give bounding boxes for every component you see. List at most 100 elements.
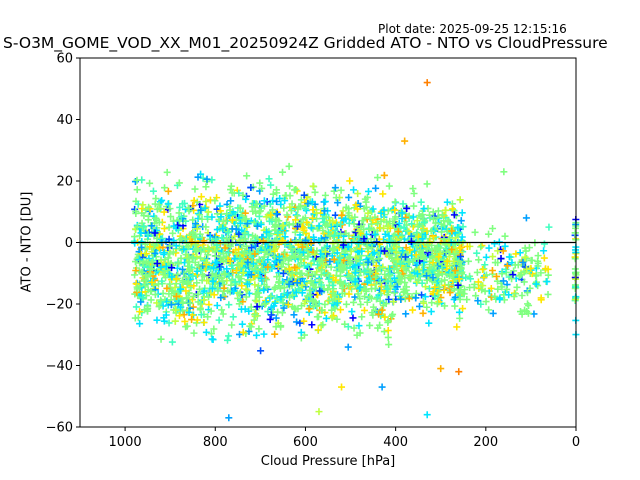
data-point [279,222,287,230]
data-point [228,321,236,329]
data-point [488,266,496,274]
data-point [148,278,156,286]
data-point [338,284,346,292]
data-point [385,341,393,349]
data-point [328,306,336,314]
data-point [260,330,268,338]
data-point [329,246,337,254]
data-point [169,229,177,237]
data-point [524,289,532,297]
data-point [301,214,309,222]
data-point [330,256,338,264]
data-point [528,270,536,278]
data-point [344,323,352,331]
data-point [341,262,349,270]
data-point [310,302,317,310]
y-axis-label: ATO - NTO [DU] [19,191,35,293]
data-point [455,368,463,376]
data-point [420,254,428,262]
data-point [315,222,323,230]
data-point [491,259,499,267]
data-point [247,244,255,252]
data-point [571,255,579,263]
data-point [365,225,373,233]
y-tick-label: −40 [46,359,73,374]
data-point [138,243,146,251]
data-point [333,315,341,323]
data-point [385,182,393,190]
data-point [462,274,470,282]
data-point [285,280,293,288]
data-point [286,203,294,211]
data-point [265,232,273,240]
data-point [176,285,184,293]
data-point [489,224,497,232]
data-point [389,257,397,265]
data-point [225,414,233,422]
data-point [544,265,552,273]
data-point [466,284,474,292]
data-point [415,212,423,220]
data-point [318,257,326,265]
data-point [304,200,312,208]
data-point [289,220,297,228]
data-point [309,214,317,222]
data-point [139,201,147,209]
data-point [503,262,511,270]
data-point [398,232,406,240]
data-point [298,281,306,289]
data-point [406,275,414,283]
data-point [457,264,465,272]
data-point [491,240,499,248]
data-point [311,250,319,258]
data-point [407,237,415,245]
data-point [228,216,236,224]
data-point [196,254,204,262]
data-point [451,293,459,301]
data-point [274,308,282,316]
data-point [251,311,259,319]
data-point [394,228,402,236]
data-point [243,172,251,180]
data-point [144,216,152,224]
data-point [228,189,236,197]
data-point [420,215,428,223]
data-point [524,309,532,317]
data-point [267,211,275,219]
data-point [308,198,316,206]
data-point [165,223,173,231]
data-point [197,206,205,214]
data-point [358,313,366,321]
data-point [139,224,147,232]
data-point [429,274,437,282]
data-point [219,277,227,285]
data-point [197,247,205,255]
data-point [420,299,428,307]
data-point [208,285,216,293]
data-point [511,261,519,269]
data-point [243,286,251,294]
data-point [415,265,423,273]
data-point [345,290,353,298]
data-point [478,286,486,294]
data-point [357,283,365,291]
data-point [427,308,435,316]
data-point [241,247,249,255]
data-point [425,211,433,219]
data-point [466,275,474,283]
data-point [166,280,174,288]
data-point [517,308,525,316]
data-point [534,259,542,267]
data-point [202,258,210,266]
data-point [133,186,141,194]
data-point [337,220,345,228]
data-point [288,291,296,299]
data-point [446,271,454,279]
data-point [381,247,389,255]
data-point [423,180,431,188]
data-point [493,272,501,280]
data-point [473,249,481,257]
data-point [459,305,467,313]
data-point [177,303,185,311]
data-point [450,257,458,265]
